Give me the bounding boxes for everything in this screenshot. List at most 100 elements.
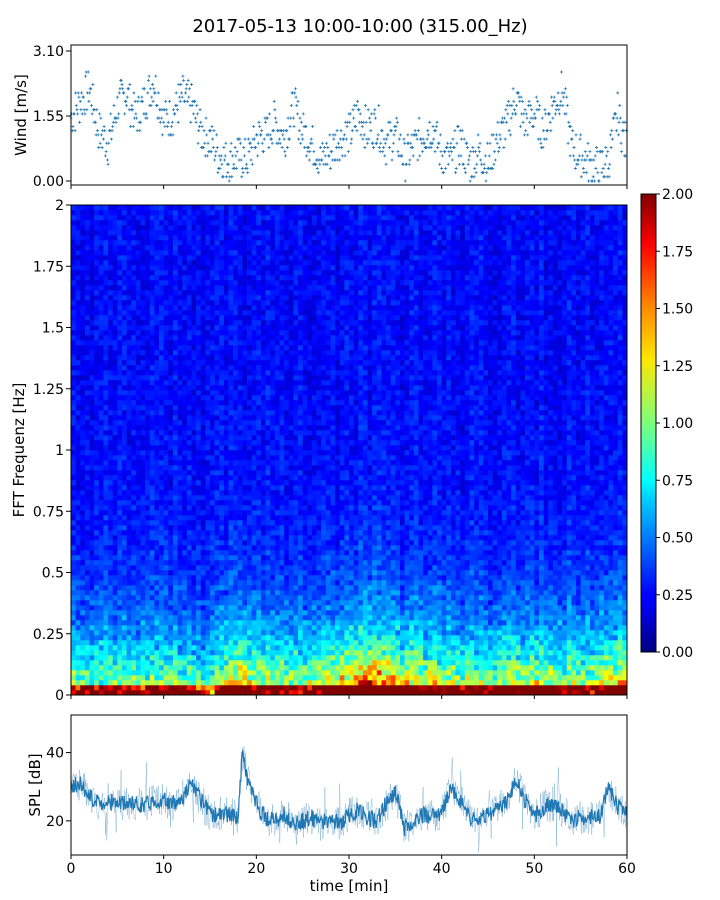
spectrogram-cell: [172, 555, 178, 561]
spectrogram-cell: [163, 610, 169, 616]
spectrogram-cell: [112, 590, 118, 596]
wind-point: [312, 150, 316, 154]
spectrogram-cell: [210, 515, 215, 521]
wind-point: [554, 112, 558, 116]
wind-point: [512, 108, 516, 112]
spectrogram-cell: [237, 330, 243, 336]
spectrogram-cell: [145, 325, 151, 331]
spectrogram-cell: [260, 475, 266, 481]
spectrogram-cell: [205, 525, 211, 531]
spectrogram-cell: [196, 565, 202, 571]
spectrogram-cell: [135, 445, 141, 451]
wind-point: [150, 95, 154, 99]
wind-point: [579, 175, 583, 179]
spectrogram-cell: [103, 245, 109, 251]
wind-point: [343, 154, 347, 158]
spectrogram-cell: [149, 405, 155, 411]
spectrogram-cell: [191, 660, 197, 666]
spectrogram-cell: [103, 225, 109, 231]
spectrogram-cell: [228, 505, 234, 511]
spectrogram-cell: [121, 320, 127, 326]
spectrogram-cell: [71, 230, 76, 236]
wind-point: [117, 91, 121, 95]
spectrogram-cell: [210, 570, 215, 576]
spectrogram-cell: [121, 345, 127, 351]
spectrogram-cell: [200, 355, 206, 361]
wind-point: [387, 145, 391, 149]
spectrogram-cell: [205, 565, 211, 571]
wind-point: [323, 154, 327, 158]
spectrogram-cell: [145, 235, 151, 241]
spectrogram-cell: [186, 395, 192, 401]
spectrogram-cell: [94, 640, 100, 646]
wind-point: [354, 124, 358, 128]
spectrogram-cell: [163, 325, 169, 331]
spectrogram-cell: [228, 420, 234, 426]
spectrogram-cell: [191, 585, 197, 591]
spectrogram-cell: [200, 600, 206, 606]
spectrogram-cell: [140, 205, 146, 211]
wind-point: [556, 91, 560, 95]
spectrogram-cell: [149, 685, 155, 691]
spectrogram-cell: [121, 450, 127, 456]
figure-title: 2017-05-13 10:00-10:00 (315.00_Hz): [192, 16, 527, 37]
spectrogram-cell: [219, 395, 225, 401]
spectrogram-cell: [108, 640, 113, 646]
spectrogram-cell: [260, 550, 266, 556]
wind-point: [546, 129, 550, 133]
spectrogram-cell: [242, 340, 248, 346]
spectrogram-cell: [219, 490, 225, 496]
spectrogram-cell: [196, 590, 202, 596]
spectrogram-cell: [168, 690, 174, 696]
spectrogram-cell: [233, 650, 239, 656]
spectrogram-cell: [84, 490, 90, 496]
spectrogram-cell: [186, 370, 192, 376]
spectrogram-cell: [205, 600, 211, 606]
wind-point: [475, 162, 479, 166]
spectrogram-cell: [223, 640, 229, 646]
spectrogram-cell: [247, 680, 252, 686]
spectrogram-cell: [98, 500, 104, 506]
spectrogram-cell: [228, 290, 234, 296]
spectrogram-cell: [186, 615, 192, 621]
wind-point: [561, 104, 565, 108]
spectrogram-cell: [228, 405, 234, 411]
spectrogram-cell: [121, 265, 127, 271]
spectrogram-cell: [117, 340, 123, 346]
spectrogram-cell: [256, 460, 262, 466]
spectrogram-cell: [112, 545, 118, 551]
spectrogram-cell: [200, 625, 206, 631]
spectrogram-cell: [80, 320, 86, 326]
spectrogram-cell: [135, 230, 141, 236]
spectrogram-cell: [131, 630, 137, 636]
wind-point: [494, 137, 498, 141]
spectrogram-cell: [200, 365, 206, 371]
spectrogram-cell: [103, 630, 109, 636]
spectrogram-cell: [145, 480, 151, 486]
spectrogram-cell: [168, 430, 174, 436]
spectrogram-cell: [121, 355, 127, 361]
spectrogram-cell: [163, 665, 169, 671]
spectrogram-cell: [159, 295, 164, 301]
spectrogram-cell: [200, 690, 206, 696]
spectrogram-cell: [75, 460, 81, 466]
wind-point: [203, 141, 207, 145]
spectrogram-cell: [112, 600, 118, 606]
spectrogram-cell: [80, 655, 86, 661]
spectrogram-cells: [71, 205, 628, 696]
spectrogram-cell: [177, 485, 183, 491]
spectrogram-cell: [103, 425, 109, 431]
spectrogram-cell: [214, 280, 220, 286]
spectrogram-cell: [191, 315, 197, 321]
spectrogram-cell: [191, 595, 197, 601]
spectrogram-cell: [247, 300, 252, 306]
spectrogram-cell: [108, 410, 113, 416]
spectrogram-cell: [75, 660, 81, 666]
spectrogram-cell: [117, 370, 123, 376]
spectrogram-cell: [219, 615, 225, 621]
wind-point: [391, 150, 395, 154]
spectrogram-cell: [75, 630, 81, 636]
spectrogram-cell: [242, 480, 248, 486]
wind-point: [397, 137, 401, 141]
spectrogram-cell: [140, 290, 146, 296]
